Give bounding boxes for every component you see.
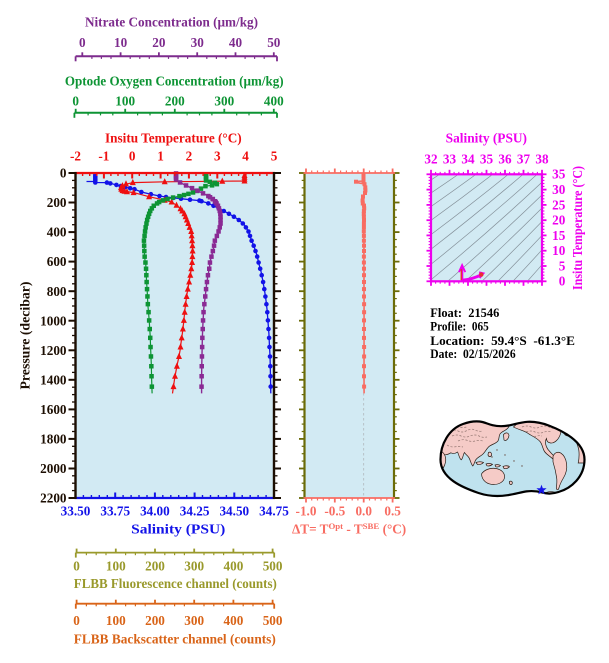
svg-text:15: 15 xyxy=(552,228,566,243)
svg-text:1000: 1000 xyxy=(40,313,67,328)
svg-text:Salinity (PSU): Salinity (PSU) xyxy=(131,522,225,537)
svg-text:10: 10 xyxy=(552,243,566,258)
svg-text:32: 32 xyxy=(424,151,438,166)
svg-text:30: 30 xyxy=(552,182,566,197)
svg-text:3: 3 xyxy=(214,148,221,163)
svg-text:500: 500 xyxy=(263,613,283,628)
svg-text:-1: -1 xyxy=(98,148,109,163)
svg-text:-2: -2 xyxy=(70,148,81,163)
svg-text:37: 37 xyxy=(517,151,531,166)
svg-text:0: 0 xyxy=(73,559,80,574)
svg-text:2: 2 xyxy=(186,148,193,163)
svg-text:200: 200 xyxy=(165,94,185,109)
svg-text:200: 200 xyxy=(145,613,165,628)
svg-text:4: 4 xyxy=(242,148,249,163)
svg-text:Insitu Temperature (°C): Insitu Temperature (°C) xyxy=(570,166,585,290)
svg-text:33.50: 33.50 xyxy=(61,503,91,518)
svg-text:800: 800 xyxy=(47,284,67,299)
svg-text:Profile: 065: Profile: 065 xyxy=(430,320,488,334)
svg-text:-1.0: -1.0 xyxy=(296,503,317,518)
svg-text:5: 5 xyxy=(271,148,278,163)
svg-text:400: 400 xyxy=(47,225,67,240)
svg-text:2200: 2200 xyxy=(40,491,67,506)
svg-text:400: 400 xyxy=(224,559,244,574)
svg-text:1: 1 xyxy=(157,148,164,163)
svg-text:2000: 2000 xyxy=(40,461,67,476)
svg-text:30: 30 xyxy=(191,35,205,50)
svg-text:100: 100 xyxy=(106,559,126,574)
svg-text:35: 35 xyxy=(480,151,494,166)
svg-text:33.75: 33.75 xyxy=(100,503,130,518)
svg-text:100: 100 xyxy=(115,94,135,109)
svg-text:200: 200 xyxy=(47,195,67,210)
svg-text:0: 0 xyxy=(559,274,566,289)
svg-text:40: 40 xyxy=(229,35,243,50)
svg-text:Insitu Temperature (°C): Insitu Temperature (°C) xyxy=(105,130,242,145)
svg-text:0: 0 xyxy=(60,166,67,181)
svg-text:0: 0 xyxy=(73,613,80,628)
svg-text:200: 200 xyxy=(145,559,165,574)
svg-text:34.50: 34.50 xyxy=(219,503,249,518)
svg-text:10: 10 xyxy=(114,35,128,50)
svg-text:1200: 1200 xyxy=(40,343,67,358)
svg-text:Location: 59.4°S -61.3°E: Location: 59.4°S -61.3°E xyxy=(430,334,575,348)
svg-text:20: 20 xyxy=(152,35,166,50)
svg-text:-0.5: -0.5 xyxy=(324,503,345,518)
svg-text:Date: 02/15/2026: Date: 02/15/2026 xyxy=(430,347,515,361)
svg-text:Salinity (PSU): Salinity (PSU) xyxy=(446,131,527,146)
svg-text:FLBB Backscatter channel (coun: FLBB Backscatter channel (counts) xyxy=(74,631,276,646)
svg-text:5: 5 xyxy=(559,258,566,273)
svg-text:100: 100 xyxy=(106,613,126,628)
svg-text:600: 600 xyxy=(47,254,67,269)
svg-text:34: 34 xyxy=(461,151,475,166)
svg-text:20: 20 xyxy=(552,213,566,228)
svg-text:Optode Oxygen Concentration (µ: Optode Oxygen Concentration (µm/kg) xyxy=(65,73,284,88)
svg-text:Float: 21546: Float: 21546 xyxy=(430,306,499,320)
svg-text:FLBB Fluorescence channel (cou: FLBB Fluorescence channel (counts) xyxy=(74,576,277,591)
svg-text:400: 400 xyxy=(264,94,284,109)
svg-text:1400: 1400 xyxy=(40,372,67,387)
svg-text:500: 500 xyxy=(263,559,283,574)
svg-text:Pressure (decibar): Pressure (decibar) xyxy=(18,282,33,390)
svg-text:1800: 1800 xyxy=(40,432,67,447)
svg-text:33: 33 xyxy=(443,151,457,166)
svg-text:400: 400 xyxy=(224,613,244,628)
svg-text:ΔT= TOpt - TSBE (°C): ΔT= TOpt - TSBE (°C) xyxy=(292,521,406,537)
svg-text:34.00: 34.00 xyxy=(140,503,170,518)
svg-text:34.75: 34.75 xyxy=(259,503,289,518)
svg-text:0.5: 0.5 xyxy=(384,503,401,518)
svg-text:35: 35 xyxy=(552,167,566,182)
svg-text:300: 300 xyxy=(214,94,234,109)
svg-text:300: 300 xyxy=(184,613,204,628)
svg-text:0: 0 xyxy=(129,148,136,163)
svg-text:0: 0 xyxy=(72,94,79,109)
svg-text:Nitrate Concentration (µm/kg): Nitrate Concentration (µm/kg) xyxy=(85,15,258,30)
svg-text:25: 25 xyxy=(552,197,566,212)
svg-text:1600: 1600 xyxy=(40,402,67,417)
svg-text:300: 300 xyxy=(184,559,204,574)
svg-text:36: 36 xyxy=(498,151,512,166)
svg-text:0: 0 xyxy=(79,35,86,50)
svg-text:38: 38 xyxy=(535,151,549,166)
svg-text:0.0: 0.0 xyxy=(355,503,372,518)
svg-text:34.25: 34.25 xyxy=(180,503,210,518)
svg-text:50: 50 xyxy=(267,35,281,50)
